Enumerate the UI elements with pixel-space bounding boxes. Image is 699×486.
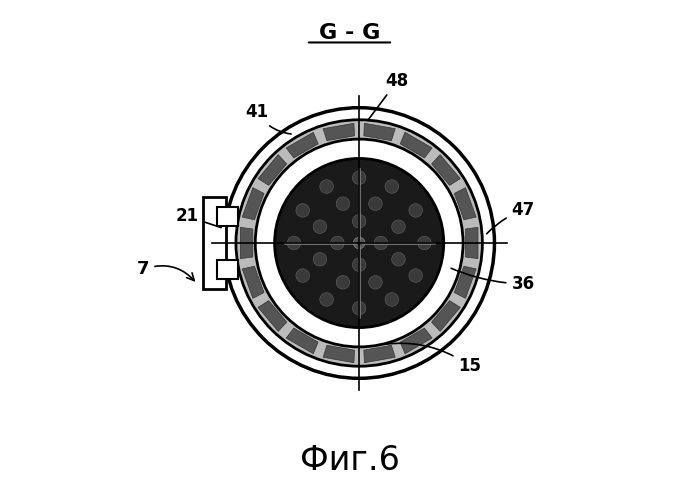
Circle shape <box>296 204 310 217</box>
Polygon shape <box>242 188 264 220</box>
Polygon shape <box>258 155 287 185</box>
Circle shape <box>255 139 463 347</box>
Text: G - G: G - G <box>319 23 380 43</box>
Text: Фиг.6: Фиг.6 <box>300 444 399 477</box>
Circle shape <box>385 293 398 306</box>
Circle shape <box>354 237 365 249</box>
Circle shape <box>313 253 326 266</box>
Polygon shape <box>454 188 476 220</box>
Circle shape <box>352 171 366 185</box>
Circle shape <box>352 301 366 315</box>
Circle shape <box>296 269 310 282</box>
Polygon shape <box>364 123 395 140</box>
Polygon shape <box>240 227 253 259</box>
Text: 48: 48 <box>368 72 409 120</box>
Circle shape <box>319 180 333 193</box>
Circle shape <box>313 220 326 233</box>
Polygon shape <box>242 266 264 298</box>
Circle shape <box>368 276 382 289</box>
Polygon shape <box>286 328 318 354</box>
Polygon shape <box>466 227 478 259</box>
Polygon shape <box>401 328 432 354</box>
Text: 47: 47 <box>487 201 535 234</box>
Text: 21: 21 <box>175 207 221 227</box>
Circle shape <box>352 258 366 272</box>
Circle shape <box>385 180 398 193</box>
Circle shape <box>287 236 301 250</box>
Polygon shape <box>364 346 395 363</box>
Polygon shape <box>286 132 318 158</box>
Circle shape <box>391 220 405 233</box>
Circle shape <box>409 269 422 282</box>
Polygon shape <box>323 123 354 140</box>
Circle shape <box>331 236 344 250</box>
Polygon shape <box>217 207 238 226</box>
Circle shape <box>336 276 350 289</box>
Circle shape <box>236 120 482 366</box>
Polygon shape <box>432 155 460 185</box>
Circle shape <box>319 293 333 306</box>
Polygon shape <box>217 260 238 279</box>
Circle shape <box>374 236 388 250</box>
Circle shape <box>275 158 444 328</box>
Text: 41: 41 <box>245 104 291 134</box>
Polygon shape <box>203 197 226 289</box>
Polygon shape <box>258 301 287 331</box>
Circle shape <box>417 236 431 250</box>
Circle shape <box>409 204 422 217</box>
Circle shape <box>352 214 366 228</box>
Text: 7: 7 <box>137 260 194 280</box>
Polygon shape <box>454 266 476 298</box>
Polygon shape <box>401 132 432 158</box>
Polygon shape <box>323 346 354 363</box>
Circle shape <box>391 253 405 266</box>
Polygon shape <box>432 301 460 331</box>
Circle shape <box>336 197 350 210</box>
Circle shape <box>368 197 382 210</box>
Text: 15: 15 <box>386 343 481 375</box>
Text: 36: 36 <box>451 268 535 293</box>
